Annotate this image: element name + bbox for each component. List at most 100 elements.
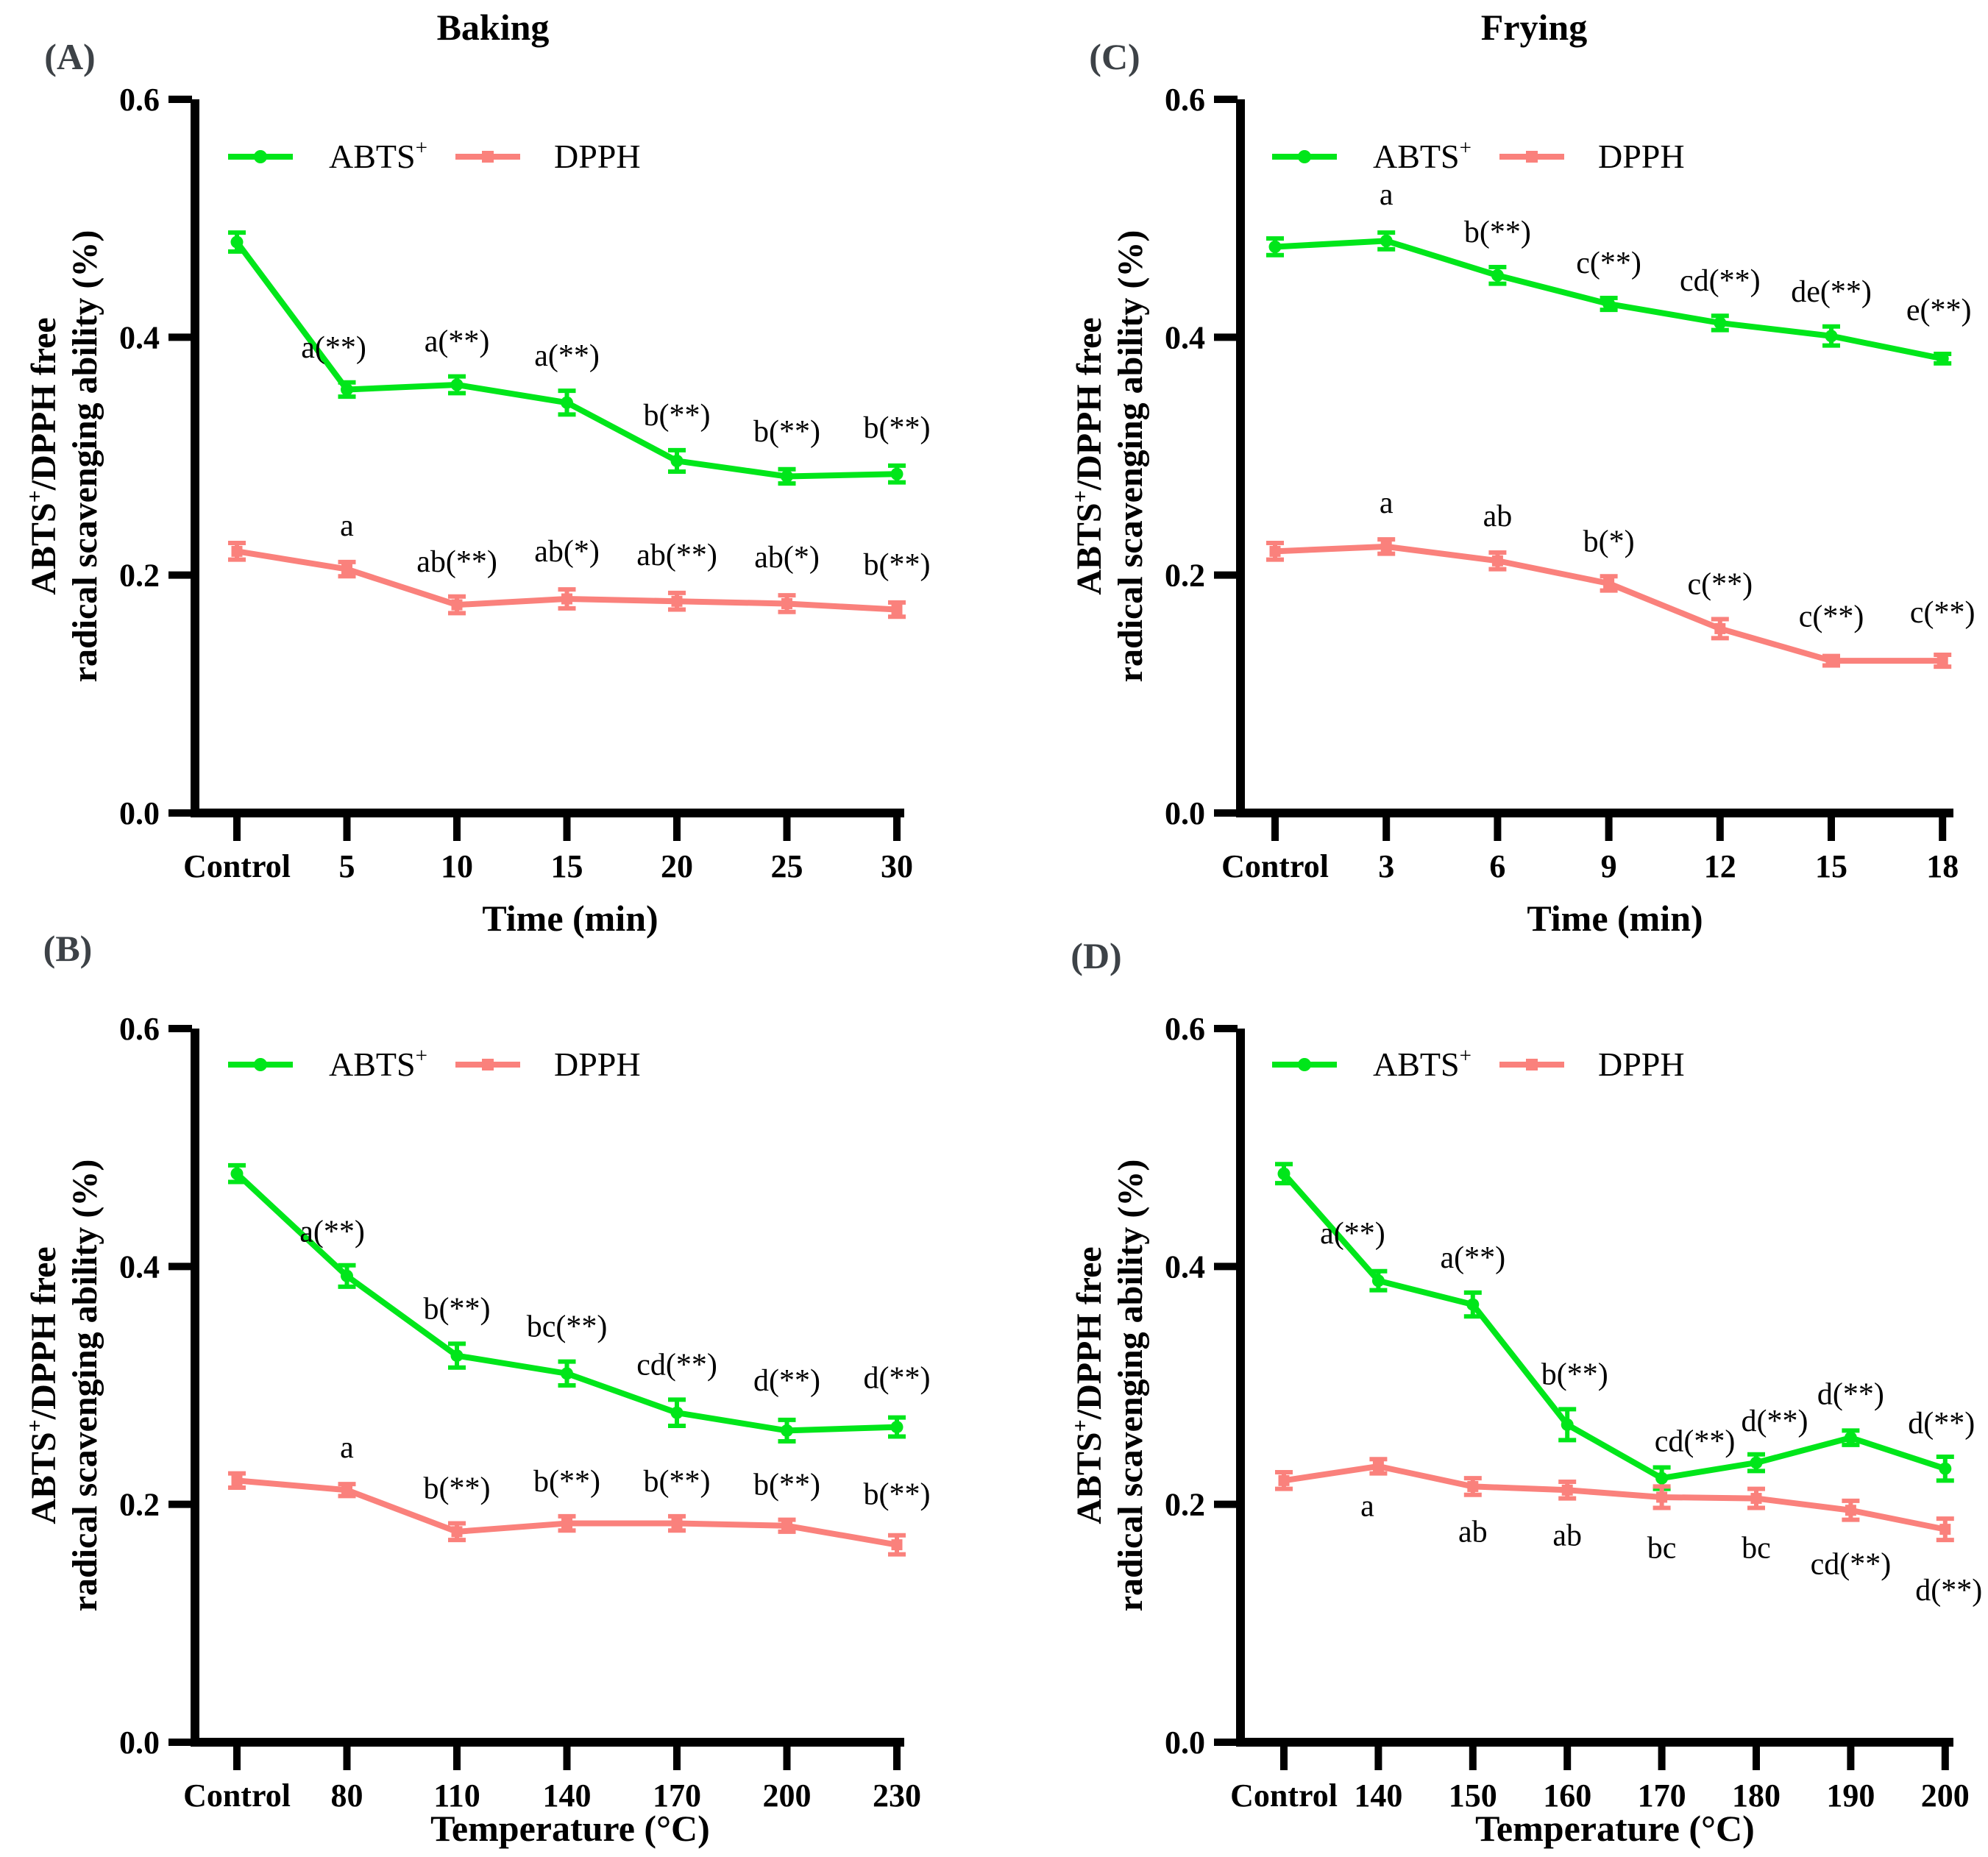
- significance-annotation: a: [1360, 1490, 1374, 1524]
- significance-annotation: d(**): [1817, 1377, 1884, 1411]
- significance-annotation: b(**): [1464, 216, 1531, 249]
- significance-annotation: a(**): [1320, 1217, 1385, 1251]
- significance-annotation: b(**): [644, 1465, 711, 1499]
- svg-text:0.0: 0.0: [1165, 1725, 1205, 1761]
- svg-text:200: 200: [1921, 1778, 1970, 1814]
- svg-text:Control: Control: [1221, 848, 1329, 884]
- series-dpph: a b(**) b(**) b(**) b(**) b(**): [228, 1431, 931, 1557]
- svg-text:0.4: 0.4: [1165, 1249, 1205, 1285]
- svg-text:0.4: 0.4: [119, 319, 160, 355]
- svg-text:3: 3: [1378, 848, 1394, 884]
- significance-annotation: bc: [1647, 1532, 1677, 1566]
- significance-annotation: d(**): [1915, 1574, 1982, 1608]
- significance-annotation: a(**): [534, 339, 600, 373]
- axes: 0.0 0.2 0.4 0.6 Control 80 110 140 170 200 230 Temp…: [23, 1011, 921, 1849]
- significance-annotation: ab: [1483, 500, 1513, 533]
- svg-text:Control: Control: [183, 1778, 291, 1814]
- svg-text:Time (min): Time (min): [482, 898, 658, 939]
- svg-text:ABTS+: ABTS+: [1373, 136, 1472, 175]
- significance-annotation: cd(**): [1811, 1548, 1892, 1582]
- significance-annotation: b(**): [533, 1465, 600, 1499]
- significance-annotation: d(**): [1742, 1405, 1808, 1438]
- significance-annotation: b(**): [864, 411, 931, 445]
- svg-text:ABTS+/DPPH free: ABTS+/DPPH free: [1068, 1246, 1109, 1524]
- svg-text:10: 10: [441, 848, 473, 884]
- svg-text:ABTS+: ABTS+: [1373, 1044, 1472, 1083]
- svg-text:0.6: 0.6: [1165, 82, 1205, 118]
- legend-dpph-marker-icon: [1526, 151, 1538, 163]
- svg-text:Control: Control: [183, 848, 291, 884]
- panel-c: 0.0 0.2 0.4 0.6 Control 3 6 9 12 15 18 Time (min) AB…: [1068, 82, 1975, 939]
- svg-text:15: 15: [1815, 848, 1847, 884]
- svg-text:ABTS+: ABTS+: [329, 136, 427, 175]
- legend-dpph-marker-icon: [1526, 1059, 1538, 1070]
- significance-annotation: a(**): [301, 331, 366, 365]
- series-abts: a(**) b(**) bc(**) cd(**) d(**) d(**): [228, 1162, 930, 1444]
- legend: ABTS+ DPPH: [1272, 1044, 1685, 1083]
- svg-text:ABTS+/DPPH free: ABTS+/DPPH free: [23, 1246, 63, 1524]
- svg-text:0.6: 0.6: [1165, 1011, 1205, 1047]
- significance-annotation: a: [1380, 486, 1394, 520]
- svg-text:170: 170: [1638, 1778, 1686, 1814]
- svg-text:DPPH: DPPH: [1598, 1045, 1685, 1083]
- significance-annotation: b(**): [864, 548, 931, 582]
- svg-text:12: 12: [1704, 848, 1736, 884]
- significance-annotation: cd(**): [1680, 264, 1761, 298]
- svg-text:150: 150: [1449, 1778, 1497, 1814]
- series-dpph: a ab(**) ab(*) ab(**) ab(*) b(**): [228, 509, 931, 619]
- legend-abts-marker-icon: [254, 1058, 267, 1071]
- svg-text:DPPH: DPPH: [1598, 138, 1685, 175]
- legend-dpph-marker-icon: [482, 151, 494, 163]
- significance-annotation: a: [340, 1431, 354, 1465]
- significance-annotation: c(**): [1687, 567, 1753, 601]
- significance-annotation: bc(**): [527, 1310, 608, 1344]
- significance-annotation: b(**): [864, 1478, 931, 1512]
- significance-annotation: b(**): [753, 1469, 820, 1502]
- significance-annotation: ab: [1552, 1519, 1582, 1553]
- significance-annotation: b(**): [644, 399, 711, 433]
- svg-text:0.4: 0.4: [1165, 319, 1205, 355]
- significance-annotation: ab(**): [636, 539, 717, 572]
- significance-annotation: e(**): [1906, 294, 1972, 327]
- svg-text:0.2: 0.2: [119, 1487, 160, 1523]
- significance-annotation: de(**): [1791, 275, 1872, 309]
- legend-abts-marker-icon: [1298, 150, 1311, 163]
- svg-text:200: 200: [763, 1778, 812, 1814]
- svg-text:5: 5: [339, 848, 355, 884]
- svg-text:160: 160: [1543, 1778, 1591, 1814]
- legend-abts-marker-icon: [1298, 1058, 1311, 1071]
- significance-annotation: ab(**): [416, 545, 497, 579]
- svg-text:140: 140: [1354, 1778, 1402, 1814]
- legend-dpph-marker-icon: [482, 1059, 494, 1070]
- svg-text:0.0: 0.0: [119, 795, 160, 831]
- significance-annotation: b(**): [753, 415, 820, 449]
- significance-annotation: b(**): [424, 1472, 491, 1506]
- significance-annotation: a(**): [1440, 1241, 1505, 1275]
- significance-annotation: a(**): [299, 1215, 365, 1249]
- svg-text:0.0: 0.0: [1165, 795, 1205, 831]
- svg-text:0.2: 0.2: [119, 558, 160, 594]
- panel-label-d: (D): [1071, 935, 1122, 976]
- significance-annotation: cd(**): [1655, 1425, 1736, 1459]
- significance-annotation: d(**): [753, 1364, 820, 1398]
- svg-text:140: 140: [543, 1778, 592, 1814]
- svg-text:110: 110: [433, 1778, 480, 1814]
- significance-annotation: b(*): [1583, 525, 1635, 558]
- axes: 0.0 0.2 0.4 0.6 Control 140 150 160 170 180 190 200…: [1068, 1011, 1970, 1849]
- legend: ABTS+ DPPH: [1272, 136, 1685, 175]
- svg-text:DPPH: DPPH: [554, 1045, 641, 1083]
- svg-text:0.2: 0.2: [1165, 1487, 1205, 1523]
- axes: 0.0 0.2 0.4 0.6 Control 3 6 9 12 15 18 Time (min) AB…: [1068, 82, 1959, 939]
- panel-a: 0.0 0.2 0.4 0.6 Control 5 10 15 20 25 30 Time (min)…: [23, 82, 930, 939]
- significance-annotation: ab(*): [754, 541, 820, 575]
- svg-text:ABTS+: ABTS+: [329, 1044, 427, 1083]
- svg-text:25: 25: [771, 848, 803, 884]
- svg-text:ABTS+/DPPH free: ABTS+/DPPH free: [1068, 317, 1109, 595]
- significance-annotation: b(**): [424, 1292, 491, 1326]
- series-abts: a(**) a(**) a(**) b(**) b(**) b(**): [228, 230, 931, 486]
- svg-text:ABTS+/DPPH free: ABTS+/DPPH free: [23, 317, 63, 595]
- legend: ABTS+ DPPH: [228, 1044, 641, 1083]
- svg-text:18: 18: [1926, 848, 1959, 884]
- svg-text:DPPH: DPPH: [554, 138, 641, 175]
